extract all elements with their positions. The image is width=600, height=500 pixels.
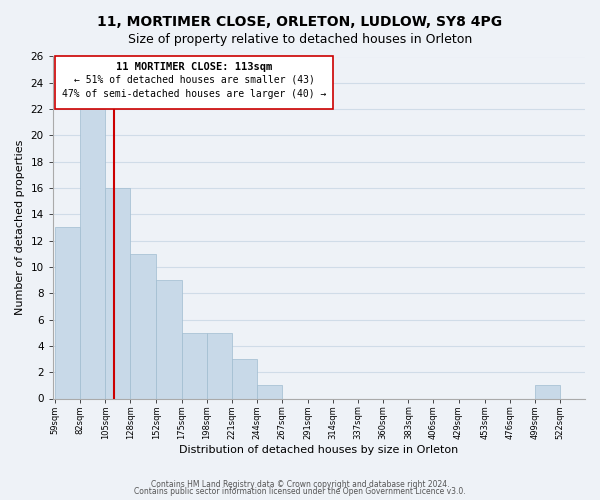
Bar <box>182 332 206 398</box>
X-axis label: Distribution of detached houses by size in Orleton: Distribution of detached houses by size … <box>179 445 458 455</box>
Text: Contains HM Land Registry data © Crown copyright and database right 2024.: Contains HM Land Registry data © Crown c… <box>151 480 449 489</box>
Bar <box>55 228 80 398</box>
Bar <box>157 280 182 398</box>
Bar <box>130 254 157 398</box>
Bar <box>535 386 560 398</box>
Text: Size of property relative to detached houses in Orleton: Size of property relative to detached ho… <box>128 32 472 46</box>
Text: Contains public sector information licensed under the Open Government Licence v3: Contains public sector information licen… <box>134 487 466 496</box>
Text: ← 51% of detached houses are smaller (43): ← 51% of detached houses are smaller (43… <box>74 75 314 85</box>
Text: 11, MORTIMER CLOSE, ORLETON, LUDLOW, SY8 4PG: 11, MORTIMER CLOSE, ORLETON, LUDLOW, SY8… <box>97 15 503 29</box>
Y-axis label: Number of detached properties: Number of detached properties <box>15 140 25 315</box>
Bar <box>232 359 257 399</box>
Text: 47% of semi-detached houses are larger (40) →: 47% of semi-detached houses are larger (… <box>62 90 326 100</box>
Bar <box>257 386 282 398</box>
Text: 11 MORTIMER CLOSE: 113sqm: 11 MORTIMER CLOSE: 113sqm <box>116 62 272 72</box>
FancyBboxPatch shape <box>55 56 333 109</box>
Bar <box>105 188 130 398</box>
Bar <box>80 109 105 399</box>
Bar <box>206 332 232 398</box>
